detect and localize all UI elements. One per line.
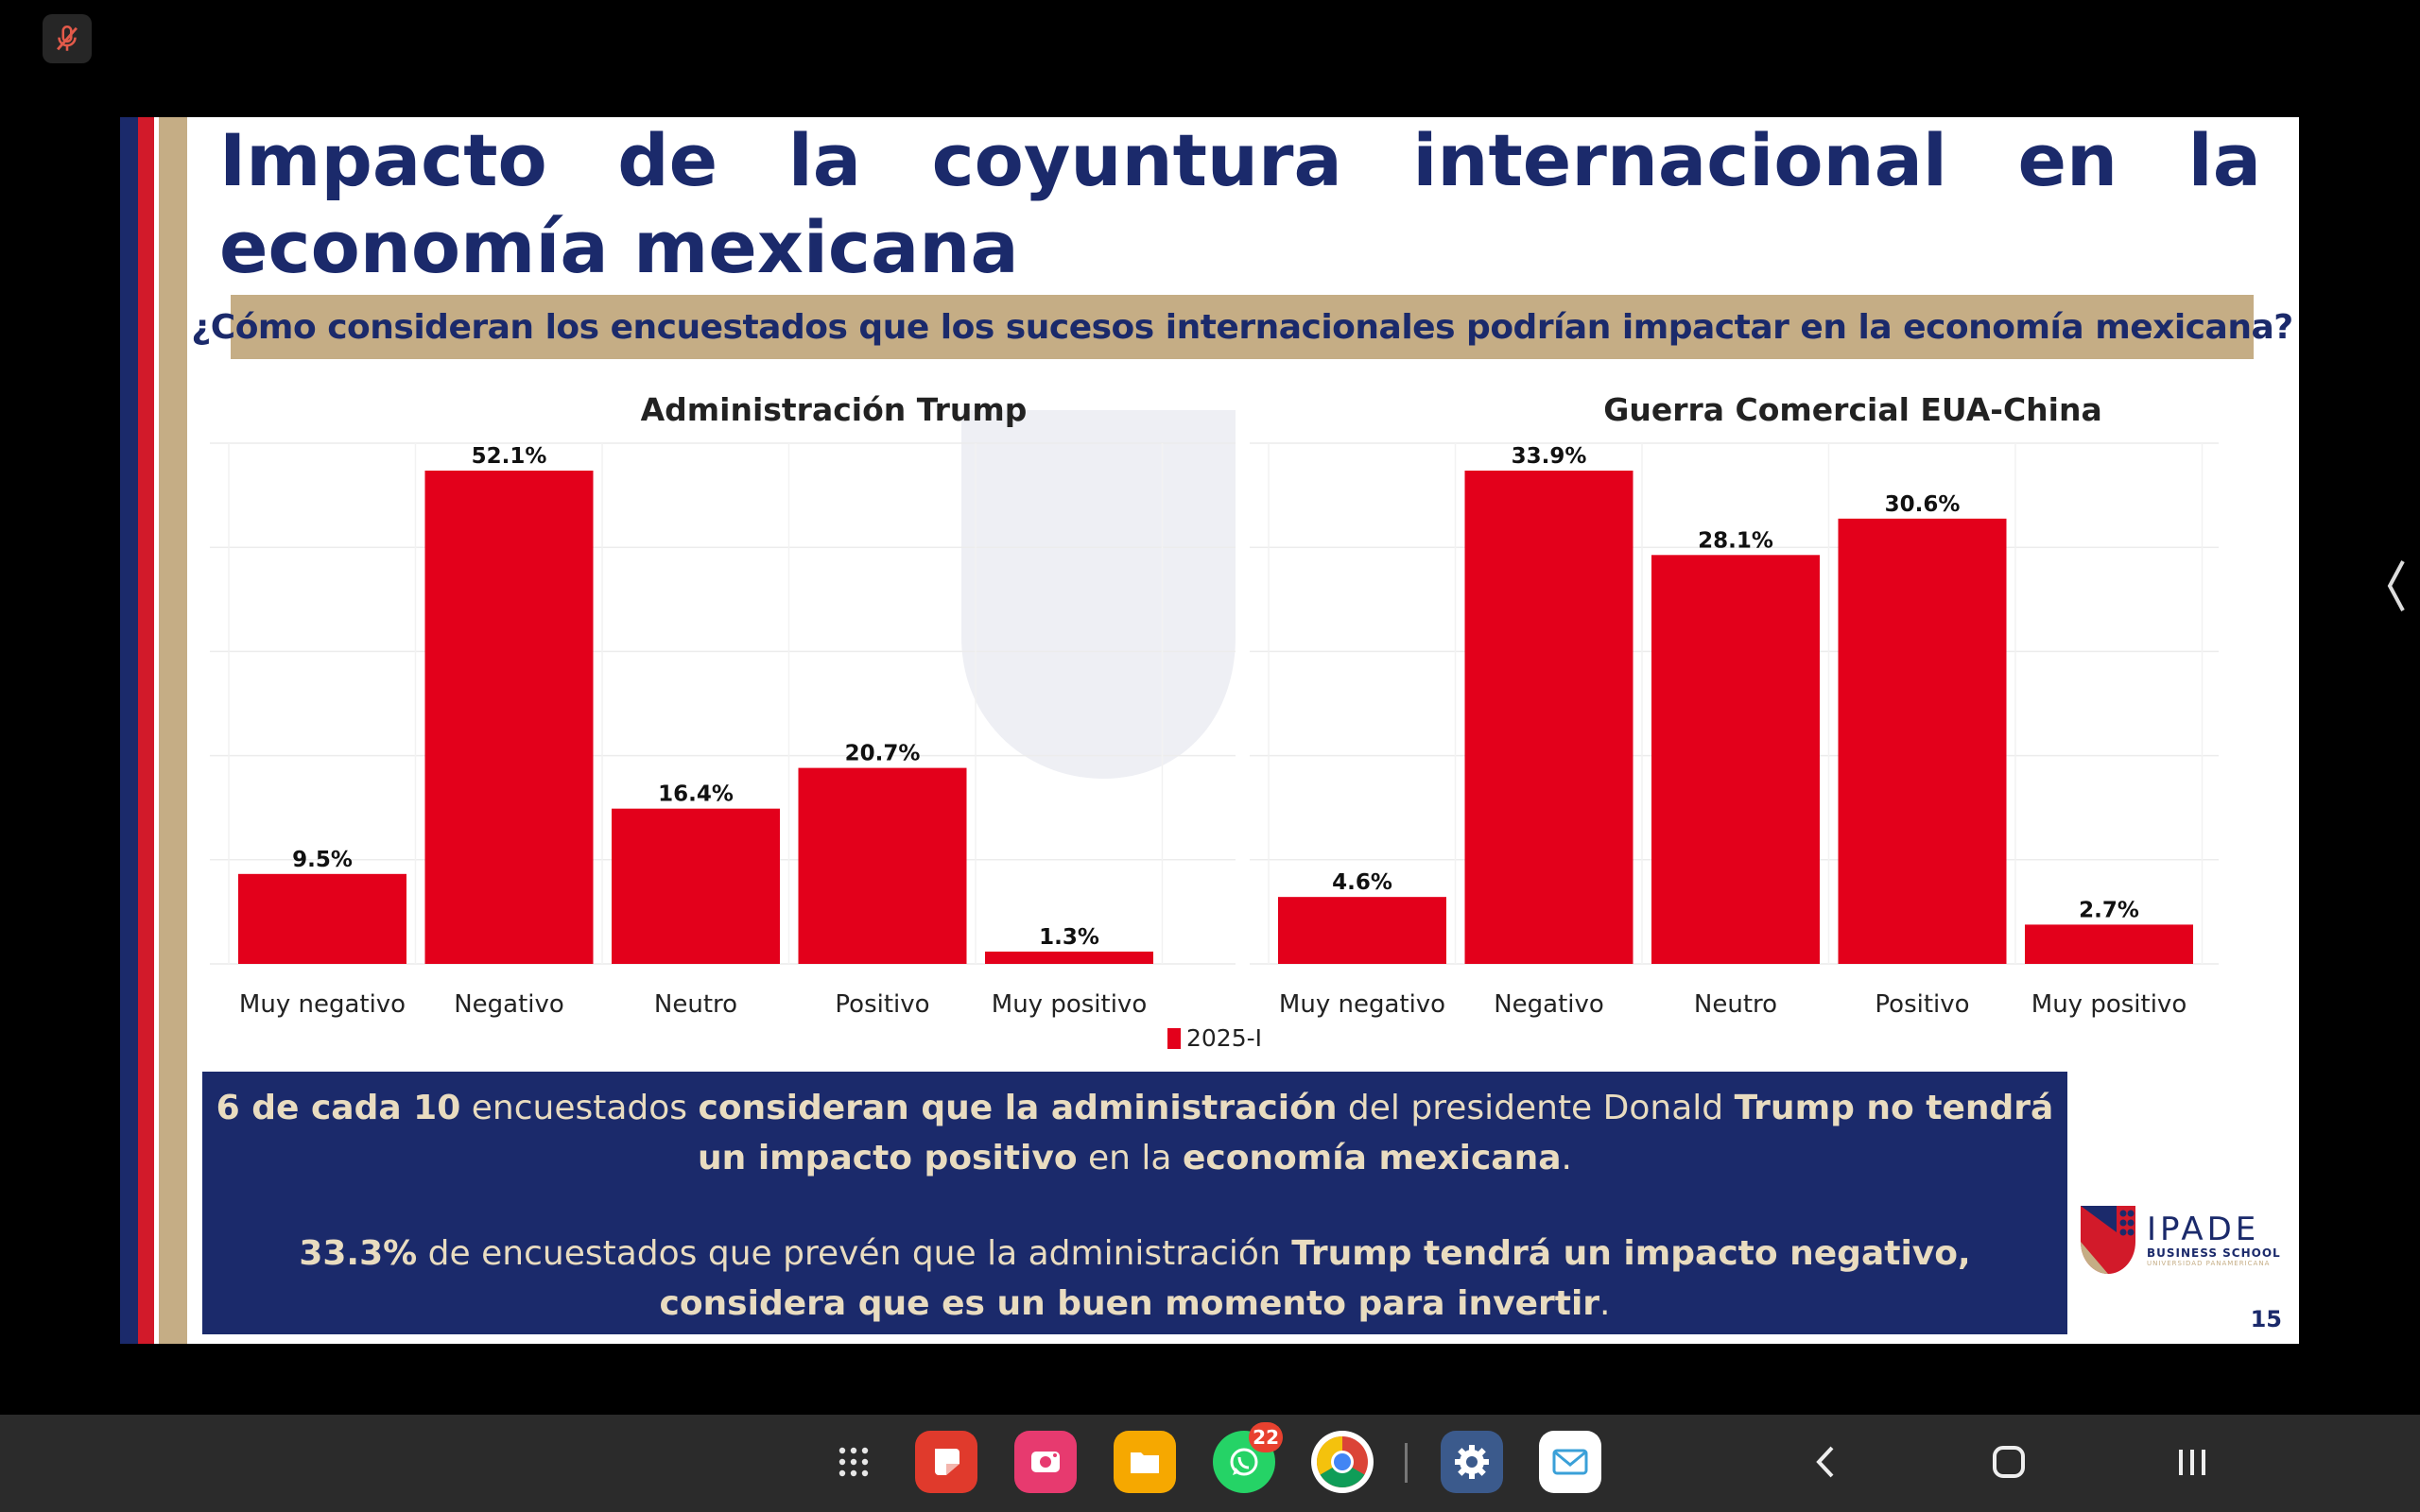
data-label: 9.5% [292, 848, 353, 872]
summary-text-run: encuestados [460, 1089, 699, 1127]
survey-question: ¿Cómo consideran los encuestados que los… [191, 307, 2293, 347]
page-number: 15 [2250, 1306, 2282, 1332]
recent-apps-button[interactable] [2159, 1434, 2225, 1490]
bar-charts: 9.5% Muy negativo 52.1% Negativo 16.4% Neutro… [210, 442, 2219, 1019]
presentation-slide: Impacto de la coyuntura internacional en… [120, 117, 2299, 1344]
stripe-red [138, 117, 154, 1344]
dock-separator [1405, 1443, 1408, 1483]
data-label: 52.1% [472, 444, 547, 469]
question-band: ¿Cómo consideran los encuestados que los… [191, 295, 2293, 359]
stripe-navy [120, 117, 138, 1344]
summary-text-run: consideran que la administración [698, 1089, 1338, 1127]
bar [798, 767, 967, 964]
stripe-gold [159, 117, 187, 1344]
bar [985, 951, 1153, 964]
summary-text-run: . [1599, 1284, 1611, 1323]
data-label: 28.1% [1698, 528, 1773, 553]
logo-subtitle: BUSINESS SCHOOL [2147, 1246, 2281, 1260]
legend-label: 2025-I [1186, 1024, 1263, 1052]
bar [1651, 555, 1820, 964]
summary-text-run: Trump no tendrá un impacto positivo [698, 1089, 2054, 1177]
slide-title: Impacto de la coyuntura internacional en… [219, 118, 2261, 289]
category-label: Positivo [835, 990, 929, 1019]
data-label: 30.6% [1885, 492, 1961, 517]
data-label: 1.3% [1039, 925, 1099, 950]
ipade-logo: IPADE BUSINESS SCHOOL UNIVERSIDAD PANAME… [2079, 1204, 2281, 1276]
category-label: Muy positivo [992, 990, 1147, 1019]
bar [424, 471, 594, 964]
summary-text-run: . [1561, 1139, 1572, 1177]
apps-grid-icon[interactable] [822, 1431, 885, 1493]
data-label: 20.7% [845, 742, 921, 766]
legend-swatch [1167, 1027, 1181, 1049]
category-label: Negativo [454, 990, 564, 1019]
mail-app-icon[interactable] [1539, 1431, 1601, 1493]
logo-name: IPADE [2147, 1211, 2260, 1248]
data-label: 16.4% [658, 782, 734, 807]
summary-text-run: 6 de cada 10 [216, 1089, 461, 1127]
bar [1464, 471, 1634, 964]
whatsapp-icon[interactable]: 22 [1213, 1422, 1283, 1493]
summary-text-run: economía mexicana [1182, 1139, 1562, 1177]
summary-paragraph-2: 33.3% de encuestados que prevén que la a… [202, 1228, 2067, 1329]
summary-text-run: Trump tendrá un impacto negativo, consid… [659, 1234, 1971, 1323]
logo-subtitle-2: UNIVERSIDAD PANAMERICANA [2147, 1260, 2271, 1267]
category-label: Positivo [1875, 990, 1969, 1019]
whatsapp-badge: 22 [1249, 1422, 1283, 1452]
back-button[interactable] [1792, 1434, 1858, 1490]
category-label: Neutro [654, 990, 737, 1019]
chart-title-trump: Administración Trump [640, 391, 1028, 428]
stripe-white [154, 117, 159, 1344]
summary-paragraph-1: 6 de cada 10 encuestados consideran que … [202, 1083, 2067, 1183]
data-label: 2.7% [2079, 898, 2139, 922]
files-app-icon[interactable] [1114, 1431, 1176, 1493]
summary-text-run: 33.3% [299, 1234, 418, 1273]
chart-title-trade-war: Guerra Comercial EUA-China [1603, 391, 2102, 428]
category-label: Muy negativo [1279, 990, 1445, 1019]
category-label: Negativo [1494, 990, 1604, 1019]
category-label: Neutro [1694, 990, 1777, 1019]
ipade-shield-icon [2081, 1206, 2135, 1274]
data-label: 33.9% [1512, 444, 1587, 469]
notes-app-icon[interactable] [915, 1431, 977, 1493]
mic-muted-icon[interactable] [43, 14, 92, 63]
chrome-icon[interactable] [1311, 1431, 1374, 1493]
category-label: Muy positivo [2031, 990, 2187, 1019]
edge-panel-chevron-icon[interactable] [2373, 548, 2420, 624]
data-label: 4.6% [1332, 870, 1392, 895]
bar [2025, 924, 2193, 964]
category-label: Muy negativo [239, 990, 406, 1019]
settings-icon[interactable] [1441, 1431, 1503, 1493]
home-button[interactable] [1976, 1434, 2042, 1490]
taskbar: 22 [0, 1415, 2420, 1512]
screen-recorder-icon[interactable] [1014, 1431, 1077, 1493]
summary-text-run: de encuestados que prevén que la adminis… [417, 1234, 1292, 1273]
summary-text-run: del presidente Donald [1337, 1089, 1735, 1127]
chart-legend: 2025-I [1167, 1024, 1262, 1052]
bar [1838, 518, 2007, 964]
summary-text-run: en la [1077, 1139, 1183, 1177]
ipade-watermark-logo [961, 410, 1236, 779]
bar [612, 808, 780, 964]
bar [1278, 897, 1446, 964]
summary-box: 6 de cada 10 encuestados consideran que … [202, 1072, 2067, 1334]
bar [238, 873, 406, 964]
